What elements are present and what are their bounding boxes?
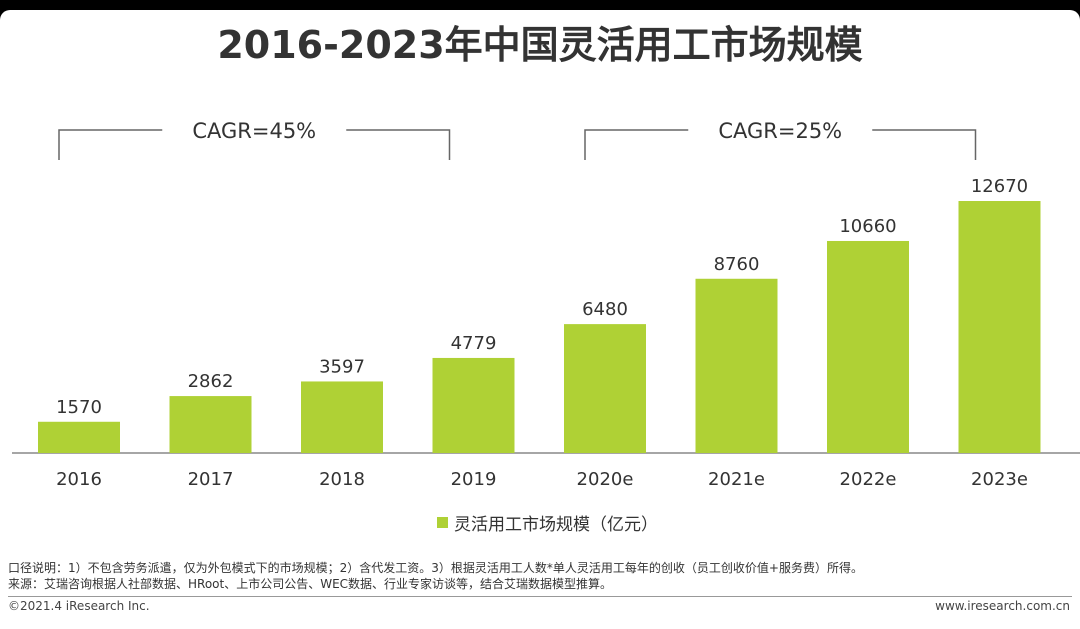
bar-2018 (301, 381, 383, 453)
cagr-bracket-2 (584, 129, 977, 160)
data-label-2021e: 8760 (714, 254, 760, 275)
x-tick-2019: 2019 (451, 469, 497, 490)
x-tick-2018: 2018 (319, 469, 365, 490)
data-label-2017: 2862 (188, 371, 234, 392)
footer-copyright: ©2021.4 iResearch Inc. (8, 599, 150, 613)
footer-website: www.iresearch.com.cn (935, 599, 1070, 613)
data-label-2016: 1570 (56, 397, 102, 418)
legend-label: 灵活用工市场规模（亿元） (454, 515, 658, 535)
note-scope: 口径说明：1）不包含劳务派遣，仅为外包模式下的市场规模；2）含代发工资。3）根据… (8, 561, 863, 575)
legend-swatch (437, 517, 448, 528)
cagr-label-2: CAGR=25% (718, 119, 842, 143)
x-tick-2020e: 2020e (577, 469, 634, 490)
bar-2020e (564, 324, 646, 453)
notes: 口径说明：1）不包含劳务派遣，仅为外包模式下的市场规模；2）含代发工资。3）根据… (8, 560, 863, 592)
bar-2021e (695, 278, 778, 453)
bar-2022e (827, 240, 909, 453)
chart-title: 2016-2023年中国灵活用工市场规模 (217, 23, 863, 67)
x-tick-2016: 2016 (56, 469, 102, 490)
legend: 灵活用工市场规模（亿元） (437, 510, 658, 535)
cagr-label-1: CAGR=45% (192, 119, 316, 143)
bar-chart: 1570 2016 2862 2017 3597 2018 4779 2019 6480 2020… (12, 119, 1080, 490)
bar-2023e (958, 201, 1041, 453)
data-label-2020e: 6480 (582, 299, 628, 320)
bar-2019 (432, 357, 515, 453)
x-tick-2023e: 2023e (971, 469, 1028, 490)
footer-divider (8, 596, 1072, 597)
x-tick-2022e: 2022e (840, 469, 897, 490)
data-label-2018: 3597 (319, 356, 365, 377)
chart-page: 2016-2023年中国灵活用工市场规模 1570 2016 2862 2017 359… (0, 10, 1080, 629)
note-source: 来源：艾瑞咨询根据人社部数据、HRoot、上市公司公告、WEC数据、行业专家访谈… (8, 577, 613, 591)
x-tick-2017: 2017 (188, 469, 234, 490)
data-label-2023e: 12670 (971, 176, 1028, 197)
bar-2017 (169, 396, 252, 453)
x-tick-2021e: 2021e (708, 469, 765, 490)
cagr-bracket-1 (58, 129, 451, 160)
data-label-2022e: 10660 (839, 216, 896, 237)
data-label-2019: 4779 (451, 333, 497, 354)
bar-2016 (38, 421, 120, 453)
